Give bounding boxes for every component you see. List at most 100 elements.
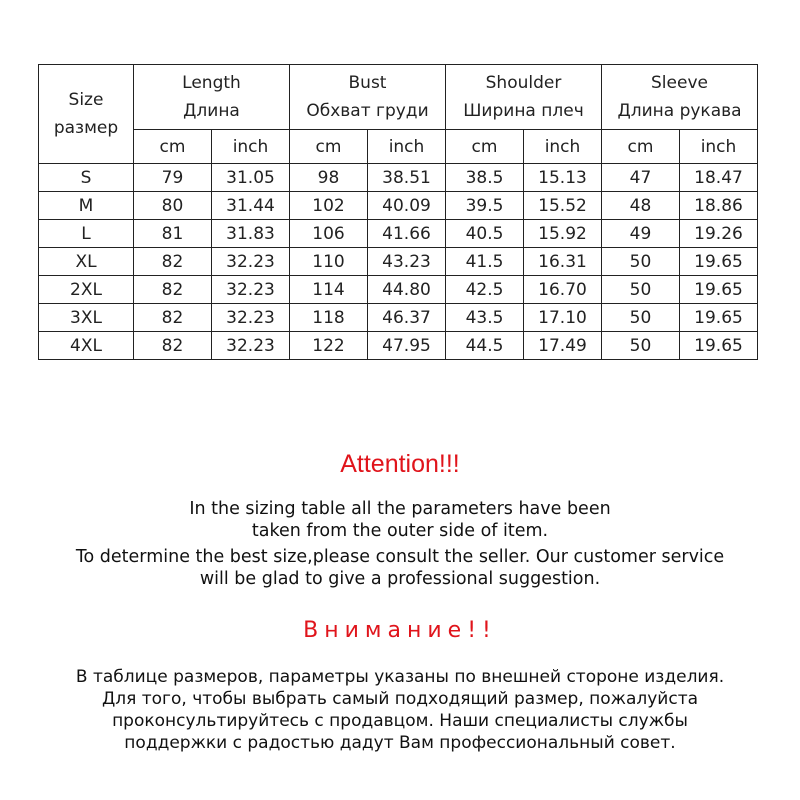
shoulder-en: Shoulder — [485, 73, 562, 93]
value-cell: 15.52 — [523, 191, 602, 220]
value-cell: 46.37 — [367, 303, 446, 332]
note-line: В таблице размеров, параметры указаны по… — [75, 667, 725, 687]
bust-header: Bust Обхват груди — [289, 64, 446, 130]
value-cell: 47 — [601, 163, 680, 192]
size-header-en: Size — [68, 90, 104, 110]
length-header: Length Длина — [133, 64, 290, 130]
value-cell: 19.65 — [679, 303, 758, 332]
length-ru: Длина — [183, 101, 240, 121]
size-cell: 4XL — [38, 331, 134, 360]
value-cell: 50 — [601, 303, 680, 332]
value-cell: 82 — [133, 247, 212, 276]
value-cell: 32.23 — [211, 331, 290, 360]
value-cell: 102 — [289, 191, 368, 220]
value-cell: 19.65 — [679, 331, 758, 360]
unit-header: cm — [601, 129, 680, 164]
note-line: will be glad to give a professional sugg… — [199, 569, 601, 589]
value-cell: 31.05 — [211, 163, 290, 192]
value-cell: 50 — [601, 247, 680, 276]
value-cell: 19.65 — [679, 275, 758, 304]
value-cell: 79 — [133, 163, 212, 192]
unit-header: cm — [289, 129, 368, 164]
value-cell: 41.66 — [367, 219, 446, 248]
value-cell: 47.95 — [367, 331, 446, 360]
value-cell: 15.92 — [523, 219, 602, 248]
value-cell: 82 — [133, 303, 212, 332]
value-cell: 43.23 — [367, 247, 446, 276]
size-cell: S — [38, 163, 134, 192]
sleeve-ru: Длина рукава — [617, 101, 742, 121]
table-row: L 81 31.83 106 41.66 40.5 15.92 49 19.26 — [38, 219, 758, 248]
value-cell: 16.70 — [523, 275, 602, 304]
value-cell: 50 — [601, 275, 680, 304]
value-cell: 110 — [289, 247, 368, 276]
value-cell: 41.5 — [445, 247, 524, 276]
unit-header: cm — [445, 129, 524, 164]
value-cell: 17.10 — [523, 303, 602, 332]
value-cell: 16.31 — [523, 247, 602, 276]
table-row: M 80 31.44 102 40.09 39.5 15.52 48 18.86 — [38, 191, 758, 220]
note-line: taken from the outer side of item. — [251, 521, 549, 541]
size-cell: L — [38, 219, 134, 248]
note-en-2: To determine the best size,please consul… — [0, 546, 800, 590]
value-cell: 32.23 — [211, 275, 290, 304]
value-cell: 40.09 — [367, 191, 446, 220]
attention-title-en: Attention!!! — [340, 450, 460, 478]
value-cell: 38.5 — [445, 163, 524, 192]
value-cell: 80 — [133, 191, 212, 220]
value-cell: 42.5 — [445, 275, 524, 304]
value-cell: 32.23 — [211, 303, 290, 332]
size-header: Size размер — [38, 64, 134, 164]
unit-header: inch — [367, 129, 446, 164]
value-cell: 114 — [289, 275, 368, 304]
value-cell: 118 — [289, 303, 368, 332]
note-ru: В таблице размеров, параметры указаны по… — [0, 666, 800, 754]
value-cell: 32.23 — [211, 247, 290, 276]
sleeve-header: Sleeve Длина рукава — [601, 64, 758, 130]
bust-en: Bust — [348, 73, 387, 93]
table-row: 3XL 82 32.23 118 46.37 43.5 17.10 50 19.65 — [38, 303, 758, 332]
value-cell: 81 — [133, 219, 212, 248]
value-cell: 122 — [289, 331, 368, 360]
value-cell: 82 — [133, 275, 212, 304]
value-cell: 82 — [133, 331, 212, 360]
shoulder-ru: Ширина плеч — [463, 101, 584, 121]
shoulder-header: Shoulder Ширина плеч — [445, 64, 602, 130]
size-header-ru: размер — [53, 118, 119, 138]
table-row: 2XL 82 32.23 114 44.80 42.5 16.70 50 19.65 — [38, 275, 758, 304]
value-cell: 38.51 — [367, 163, 446, 192]
value-cell: 18.47 — [679, 163, 758, 192]
size-cell: 2XL — [38, 275, 134, 304]
value-cell: 106 — [289, 219, 368, 248]
note-line: Для того, чтобы выбрать самый подходящий… — [101, 689, 699, 709]
size-cell: 3XL — [38, 303, 134, 332]
value-cell: 44.5 — [445, 331, 524, 360]
bust-ru: Обхват груди — [306, 101, 429, 121]
table-row: XL 82 32.23 110 43.23 41.5 16.31 50 19.65 — [38, 247, 758, 276]
note-en-1: In the sizing table all the parameters h… — [0, 498, 800, 542]
size-chart-table: Size размер Length Длина Bust Обхват груди… — [38, 64, 758, 360]
value-cell: 50 — [601, 331, 680, 360]
size-cell: M — [38, 191, 134, 220]
value-cell: 43.5 — [445, 303, 524, 332]
unit-header: inch — [211, 129, 290, 164]
note-line: In the sizing table all the parameters h… — [189, 499, 611, 519]
attention-title-ru: Внимание!! — [303, 618, 497, 643]
length-en: Length — [182, 73, 241, 93]
note-line: проконсультируйтесь с продавцом. Наши сп… — [112, 711, 688, 731]
size-cell: XL — [38, 247, 134, 276]
table-row: 4XL 82 32.23 122 47.95 44.5 17.49 50 19.65 — [38, 331, 758, 360]
value-cell: 17.49 — [523, 331, 602, 360]
value-cell: 49 — [601, 219, 680, 248]
value-cell: 19.65 — [679, 247, 758, 276]
value-cell: 19.26 — [679, 219, 758, 248]
value-cell: 31.44 — [211, 191, 290, 220]
value-cell: 31.83 — [211, 219, 290, 248]
value-cell: 39.5 — [445, 191, 524, 220]
value-cell: 98 — [289, 163, 368, 192]
sleeve-en: Sleeve — [651, 73, 708, 93]
value-cell: 18.86 — [679, 191, 758, 220]
unit-header: inch — [679, 129, 758, 164]
value-cell: 15.13 — [523, 163, 602, 192]
note-line: поддержки с радостью дадут Вам профессио… — [124, 733, 676, 753]
